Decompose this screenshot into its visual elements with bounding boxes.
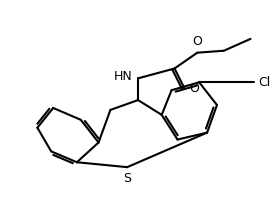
Text: O: O <box>192 35 202 48</box>
Text: O: O <box>189 82 199 95</box>
Text: S: S <box>123 172 131 185</box>
Text: Cl: Cl <box>258 76 271 89</box>
Text: HN: HN <box>113 70 132 83</box>
